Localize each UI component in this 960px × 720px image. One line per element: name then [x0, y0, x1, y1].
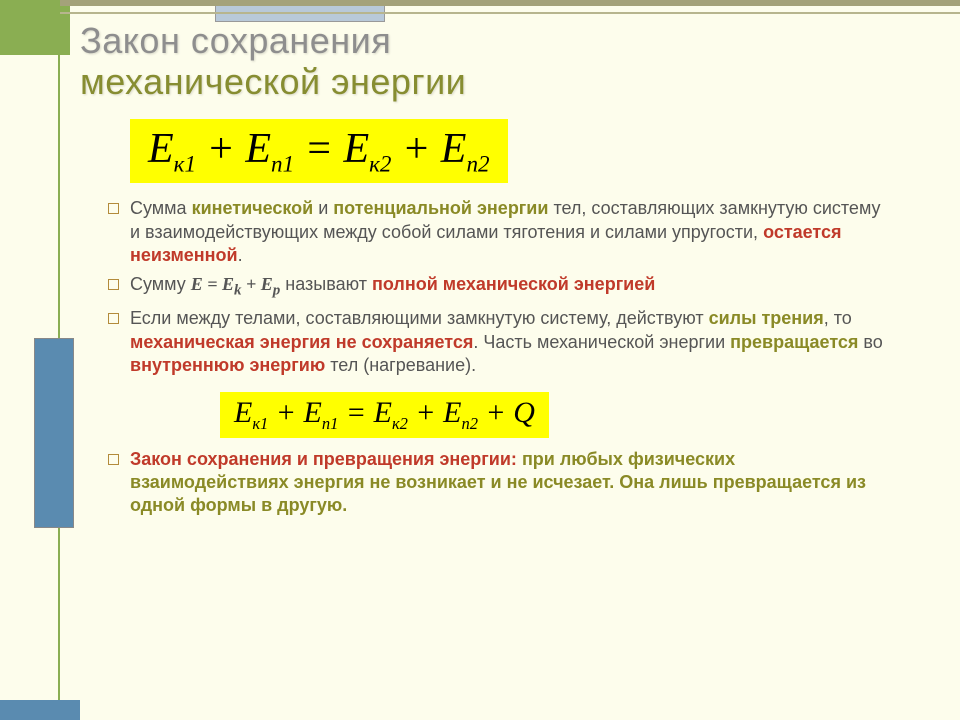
body-list-top: Сумма кинетической и потенциальной энерг…: [108, 197, 888, 377]
body-list-bottom: Закон сохранения и превращения энергии: …: [108, 448, 888, 518]
top-line-thick: [60, 0, 960, 6]
slide-content: Закон сохранения механической энергии Eк…: [80, 20, 940, 710]
equation-heat: Eк1 + Eп1 = Eк2 + Eп2 + Q: [220, 392, 549, 438]
bullet-2: Сумму E = Ek + Ep называют полной механи…: [108, 273, 888, 301]
bullet-4: Закон сохранения и превращения энергии: …: [108, 448, 888, 518]
bullet-3: Если между телами, составляющими замкнут…: [108, 307, 888, 377]
deco-left-blue-box: [34, 338, 74, 528]
slide-title: Закон сохранения механической энергии: [80, 20, 940, 103]
equation-main: Eк1 + Eп1 = Eк2 + Eп2: [130, 119, 508, 183]
top-line-thin: [60, 12, 960, 14]
deco-top-green-box: [0, 0, 70, 55]
bullet-1: Сумма кинетической и потенциальной энерг…: [108, 197, 888, 267]
title-line-2: механической энергии: [80, 61, 466, 102]
deco-bottom-blue-box: [0, 700, 80, 720]
title-line-1: Закон сохранения: [80, 20, 391, 61]
